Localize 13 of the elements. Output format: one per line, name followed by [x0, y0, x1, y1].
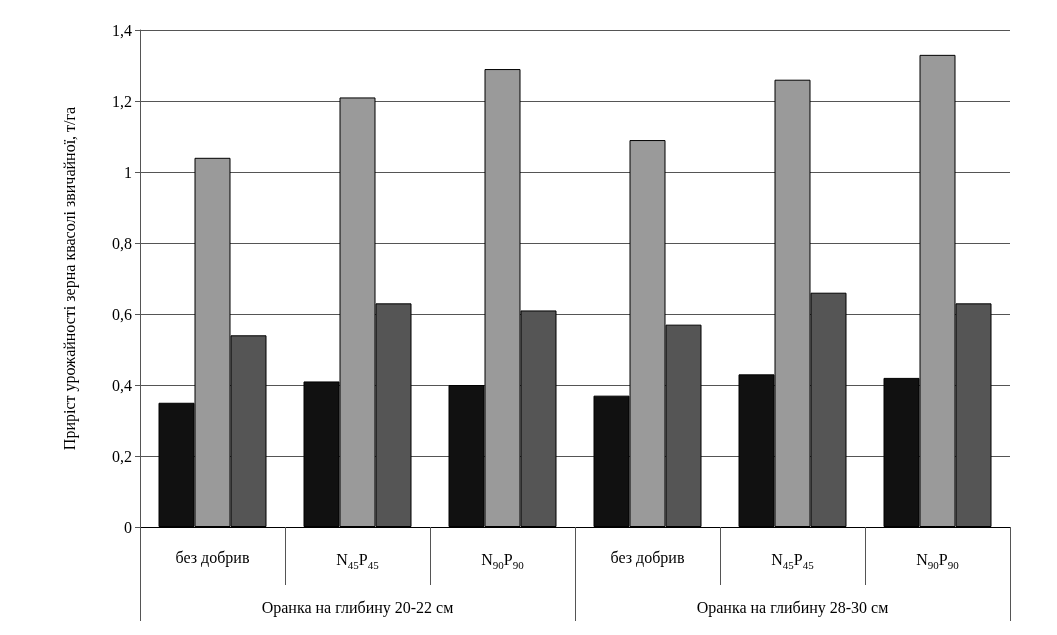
y-tick-label: 1,4: [112, 21, 132, 39]
y-axis-title: Приріст урожайності зерна квасолі звичайної, т/га: [60, 106, 79, 451]
y-tick-label: 0,4: [112, 376, 132, 394]
text: Оранка на глибину 20-22 см: [261, 598, 454, 617]
x-tick-label: без добрив: [175, 548, 250, 567]
y-tick-label: 0,8: [112, 234, 132, 252]
y-tick-label: 0: [124, 518, 132, 536]
x-tick-label: без добрив: [610, 548, 685, 567]
text: Оранка на глибину 28-30 см: [696, 598, 889, 617]
y-tick-label: 1,2: [112, 92, 132, 110]
y-tick-label: 1: [124, 163, 132, 181]
y-tick-label: 0,6: [112, 305, 132, 323]
y-tick-label: 0,2: [112, 447, 132, 465]
